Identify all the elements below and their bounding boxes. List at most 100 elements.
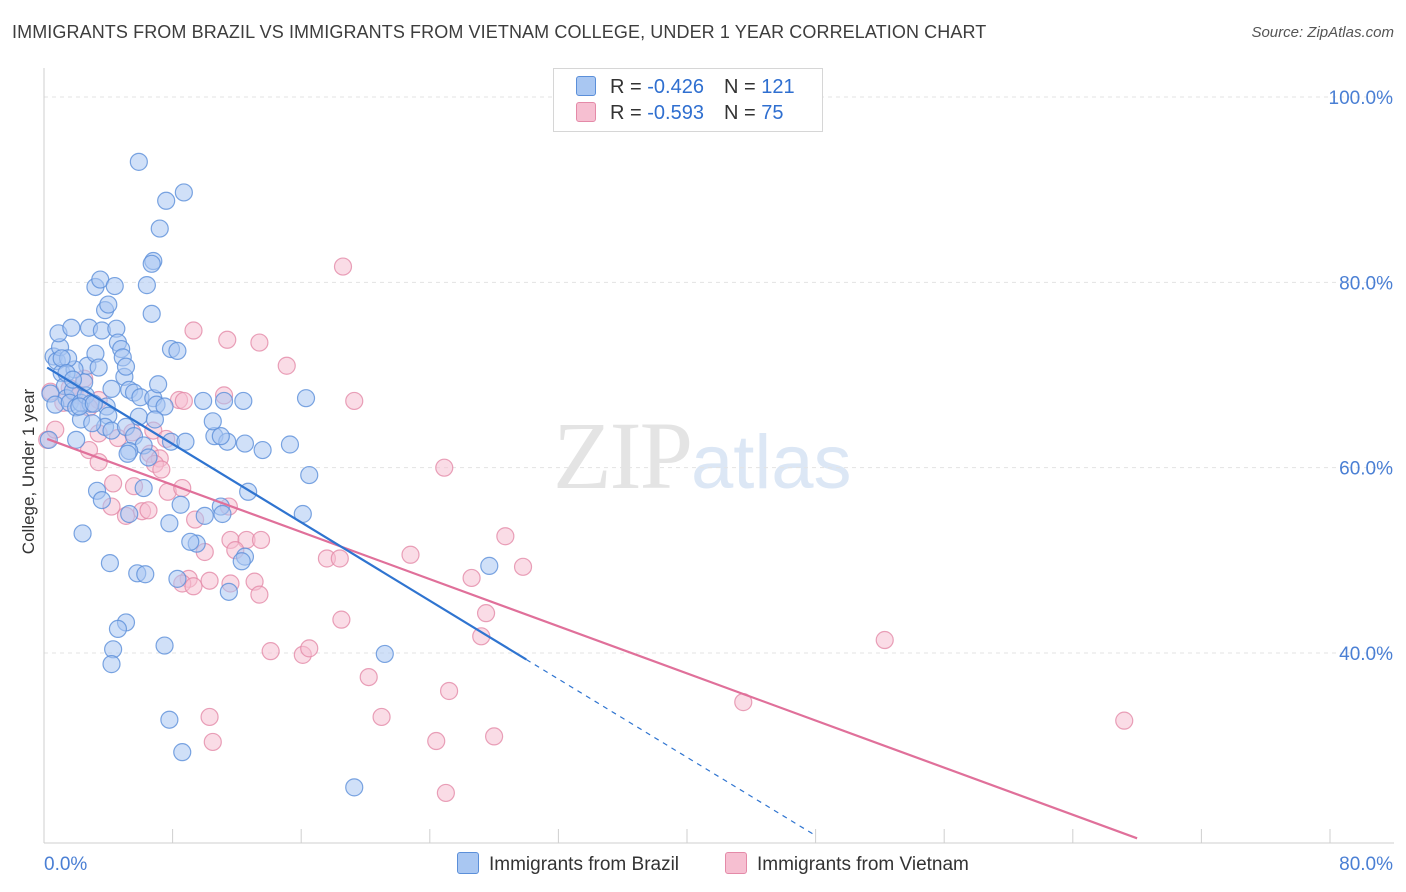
- series-brazil-points: [39, 152, 499, 797]
- watermark: ZIPatlas: [553, 400, 852, 511]
- bottom-legend-vietnam-label: Immigrants from Vietnam: [757, 854, 969, 875]
- point-vietnam-46: [462, 568, 481, 588]
- point-vietnam-53: [250, 585, 269, 604]
- point-vietnam-64: [203, 732, 222, 752]
- point-brazil-61: [234, 391, 253, 411]
- point-vietnam-42: [401, 545, 420, 564]
- point-brazil-77: [100, 554, 120, 573]
- point-vietnam-59: [300, 639, 319, 658]
- y-tick-label-40: 40.0%: [1339, 644, 1393, 665]
- point-vietnam-66: [485, 727, 504, 746]
- point-brazil-84: [480, 556, 499, 575]
- point-brazil-62: [296, 389, 316, 408]
- point-vietnam-55: [476, 604, 496, 623]
- correlation-legend: R = -0.426 N = 121 R = -0.593 N = 75: [553, 68, 823, 132]
- point-vietnam-61: [439, 681, 459, 701]
- point-brazil-86: [108, 619, 128, 639]
- point-brazil-54: [176, 432, 195, 451]
- y-tick-label-100: 100.0%: [1329, 88, 1394, 109]
- point-vietnam-50: [200, 571, 219, 590]
- bottom-legend-brazil: Immigrants from Brazil: [457, 852, 679, 876]
- point-brazil-38: [116, 357, 136, 376]
- point-brazil-37: [168, 341, 187, 361]
- axis-labels: 40.0% 60.0% 80.0% 100.0% 0.0% 80.0% College, U…: [19, 88, 1393, 875]
- point-brazil-88: [155, 636, 174, 655]
- point-vietnam-49: [184, 577, 203, 596]
- point-brazil-57: [211, 427, 230, 446]
- point-vietnam-24: [152, 460, 171, 479]
- bottom-legend-swatch-vietnam: [725, 852, 747, 874]
- point-brazil-19: [62, 318, 81, 337]
- bottom-legend-swatch-brazil: [457, 852, 479, 874]
- x-tick-label-max: 80.0%: [1339, 854, 1393, 875]
- source-label: Source: ZipAtlas.com: [1251, 24, 1394, 41]
- trend-lines: [46, 366, 1138, 840]
- point-brazil-99: [142, 254, 161, 273]
- point-brazil-71: [120, 504, 139, 524]
- point-brazil-51: [118, 444, 137, 463]
- series-vietnam-points: [38, 257, 1134, 803]
- legend-brazil-n-value: 121: [761, 76, 795, 98]
- legend-row-vietnam: R = -0.593 N = 75: [576, 102, 783, 128]
- point-vietnam-75: [277, 356, 296, 375]
- point-brazil-66: [171, 495, 190, 514]
- point-vietnam-62: [372, 707, 391, 727]
- watermark-zip: ZIP: [553, 402, 693, 509]
- y-tick-label-60: 60.0%: [1339, 459, 1393, 480]
- point-brazil-34: [149, 375, 168, 394]
- point-vietnam-16: [174, 391, 193, 411]
- point-vietnam-73: [218, 330, 237, 349]
- legend-vietnam-n-value: 75: [761, 102, 784, 124]
- point-vietnam-63: [200, 707, 219, 727]
- point-brazil-117: [280, 435, 300, 454]
- point-brazil-80: [168, 569, 187, 588]
- point-vietnam-43: [435, 458, 454, 477]
- point-brazil-27: [89, 358, 108, 377]
- point-brazil-102: [105, 276, 124, 296]
- point-vietnam-71: [333, 257, 353, 276]
- point-brazil-35: [155, 397, 174, 416]
- point-vietnam-57: [261, 642, 280, 661]
- point-vietnam-41: [330, 549, 349, 568]
- point-brazil-91: [160, 710, 179, 729]
- point-brazil-109: [63, 370, 83, 389]
- point-brazil-63: [134, 478, 153, 498]
- point-vietnam-67: [436, 783, 455, 803]
- trend-line-brazil: [46, 366, 527, 661]
- point-brazil-95: [157, 191, 176, 210]
- point-brazil-96: [174, 183, 193, 202]
- point-vietnam-45: [513, 557, 533, 576]
- legend-brazil-n-label: N =: [723, 76, 756, 98]
- point-brazil-111: [84, 394, 103, 413]
- point-brazil-115: [194, 391, 213, 411]
- point-brazil-90: [375, 644, 394, 664]
- point-vietnam-68: [875, 630, 894, 650]
- bottom-legend-vietnam: Immigrants from Vietnam: [725, 852, 969, 876]
- point-brazil-82: [232, 552, 251, 571]
- point-brazil-97: [150, 219, 169, 238]
- point-vietnam-54: [332, 610, 351, 629]
- trend-line-brazil-extension: [525, 658, 816, 837]
- point-brazil-46: [83, 414, 102, 433]
- point-vietnam-32: [139, 501, 158, 520]
- point-vietnam-18: [345, 391, 364, 411]
- point-brazil-39: [102, 379, 121, 398]
- x-tick-label-min: 0.0%: [44, 854, 87, 875]
- legend-brazil-r-value: -0.426: [647, 76, 704, 98]
- point-brazil-105: [99, 295, 118, 314]
- y-tick-label-80: 80.0%: [1339, 273, 1393, 294]
- point-brazil-94: [129, 152, 148, 171]
- point-brazil-75: [73, 524, 92, 543]
- point-brazil-65: [92, 491, 111, 510]
- point-brazil-114: [145, 410, 165, 429]
- legend-vietnam-r-label: R =: [610, 102, 642, 124]
- point-vietnam-37: [251, 530, 271, 550]
- point-brazil-89: [102, 655, 121, 674]
- axes: [43, 68, 1394, 844]
- point-vietnam-20: [89, 453, 108, 472]
- point-brazil-83: [219, 582, 238, 601]
- point-brazil-74: [300, 465, 319, 485]
- point-vietnam-74: [250, 333, 269, 352]
- point-brazil-58: [235, 434, 255, 453]
- point-brazil-79: [136, 565, 155, 584]
